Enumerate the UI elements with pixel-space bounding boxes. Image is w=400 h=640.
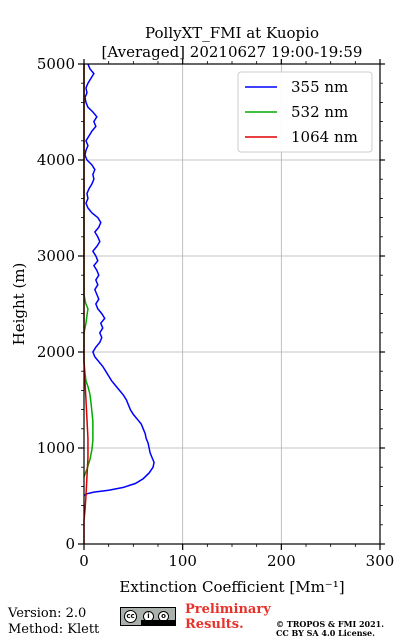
chart-title: PollyXT_FMI at Kuopio — [145, 24, 319, 42]
copyright-line-1: © TROPOS & FMI 2021. — [276, 619, 385, 629]
preliminary-line-1: Preliminary — [185, 602, 271, 617]
legend-label-0: 355 nm — [291, 78, 348, 96]
data-series — [83, 63, 155, 544]
y-tick-label: 5000 — [37, 55, 75, 73]
copyright-text: © TROPOS & FMI 2021. CC BY SA 4.0 Licens… — [276, 620, 400, 638]
legend-box — [237, 71, 373, 153]
series-line-0 — [83, 63, 155, 497]
cc-by-sa-icon: cc i o — [120, 607, 176, 626]
cc-bar — [141, 620, 175, 625]
y-tick-label: 0 — [65, 535, 75, 553]
legend-label-2: 1064 nm — [291, 128, 358, 146]
y-tick-label: 1000 — [37, 439, 75, 457]
series-line-1 — [83, 64, 94, 478]
x-tick-label: 100 — [168, 552, 197, 570]
x-tick-label: 300 — [366, 552, 395, 570]
legend-label-1: 532 nm — [291, 103, 348, 121]
version-text: Version: 2.0 — [8, 606, 87, 621]
preliminary-results-text: Preliminary Results. — [185, 602, 285, 632]
copyright-line-2: CC BY SA 4.0 License. — [276, 628, 375, 638]
legend: 355 nm 532 nm 1064 nm — [237, 71, 373, 153]
y-tick-label: 2000 — [37, 343, 75, 361]
cc-circle-icon: cc — [124, 610, 137, 623]
x-tick-label: 0 — [79, 552, 89, 570]
method-text: Method: Klett — [8, 622, 100, 637]
y-tick-label: 3000 — [37, 247, 75, 265]
x-tick-label: 200 — [267, 552, 296, 570]
y-axis-label: Height (m) — [10, 263, 28, 346]
x-axis-label: Extinction Coefficient [Mm⁻¹] — [119, 578, 344, 596]
chart-subtitle: [Averaged] 20210627 19:00-19:59 — [102, 43, 363, 61]
preliminary-line-2: Results. — [185, 617, 244, 632]
y-tick-label: 4000 — [37, 151, 75, 169]
